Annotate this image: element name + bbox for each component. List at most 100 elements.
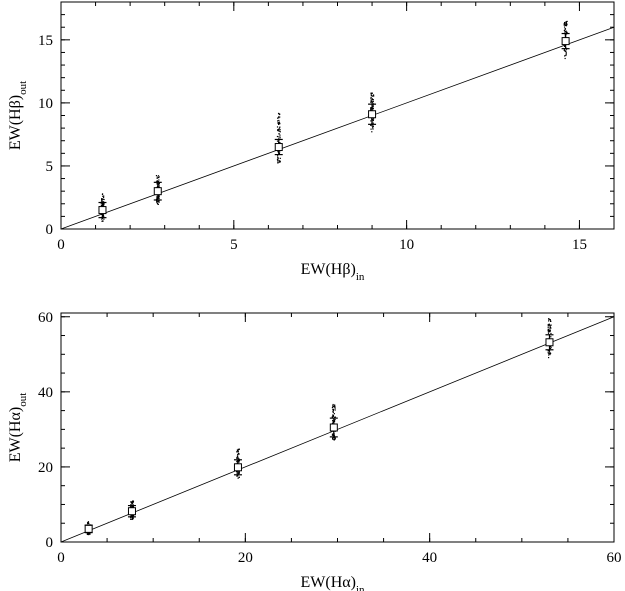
chart1-cloud-dot [235, 470, 238, 473]
chart0-cloud-dot [370, 100, 373, 102]
chart1-cloud-dot [547, 350, 550, 352]
chart0-cloud-dot [370, 97, 372, 99]
chart0-x-axis-label: EW(Hβ)in [301, 261, 365, 283]
chart0-cloud-dot [158, 184, 160, 186]
chart0-cloud-dot [278, 138, 280, 140]
chart1-point-4 [545, 318, 554, 359]
chart0-cloud-dot [277, 122, 279, 124]
chart0-cloud-dot [276, 135, 279, 138]
chart0-cloud-dot [372, 119, 374, 122]
chart0-cloud-dot [563, 26, 566, 28]
chart0-cloud-dot [279, 142, 281, 144]
chart0-cloud-dot [278, 152, 281, 155]
chart1-cloud-dot [548, 328, 550, 331]
chart0-cloud-dot [370, 97, 372, 99]
chart0-cloud-dot [279, 131, 281, 133]
chart0-cloud-dot [372, 118, 375, 120]
chart0-cloud-dot [277, 162, 279, 164]
chart1-cloud-dot [131, 501, 134, 503]
chart0-cloud-dot [101, 200, 103, 202]
chart1-cloud-dot [236, 457, 238, 459]
chart1-marker [329, 423, 338, 432]
chart1-cloud-dot [549, 327, 551, 329]
chart0-cloud-dot [278, 122, 280, 124]
chart0-cloud-dot [278, 130, 280, 132]
chart1-y-tick-label: 60 [38, 310, 53, 326]
chart1-cloud-dot [332, 421, 334, 424]
chart1-cloud-dot [236, 455, 239, 457]
chart0-cloud-dot [103, 216, 105, 218]
chart1-y-tick-label: 0 [46, 535, 54, 551]
chart0-cloud-dot [158, 182, 160, 184]
chart0-cloud-dot [278, 123, 280, 125]
chart1-cloud-dot [131, 503, 133, 505]
chart0-marker [368, 110, 377, 119]
chart0-cloud-dot [156, 203, 159, 205]
chart1-cloud-dot [332, 408, 334, 411]
chart1-cloud-dot [549, 319, 551, 321]
chart1-cloud-dot [550, 324, 552, 327]
chart1-cloud-dot [131, 517, 134, 520]
chart0-y-axis-label: EW(Hβ)out [7, 81, 29, 150]
chart0-cloud-dot [373, 95, 375, 97]
chart0-cloud-dot [565, 53, 567, 55]
chart0-cloud-dot [370, 124, 372, 126]
chart0-cloud-dot [156, 177, 158, 179]
chart1-cloud-dot [332, 414, 334, 417]
chart1-cloud-dot [549, 329, 551, 331]
chart1-cloud-dot [547, 325, 549, 327]
chart0-cloud-dot [372, 127, 374, 129]
chart1-cloud-dot [549, 330, 551, 333]
chart0-cloud-dot [371, 131, 373, 133]
chart1-cloud-dot [548, 320, 550, 322]
chart0-cloud-dot [372, 94, 375, 96]
chart1-cloud-dot [550, 346, 552, 349]
chart0-cloud-dot [371, 98, 373, 100]
chart1-cloud-dot [236, 472, 238, 474]
chart0-x-tick-label: 0 [57, 237, 65, 253]
chart1-cloud-dot [547, 329, 549, 332]
chart0-cloud-dot [370, 120, 372, 122]
chart0-cloud-dot [371, 94, 373, 96]
chart0-cloud-dot [279, 126, 281, 128]
chart1-cloud-dot [237, 457, 239, 459]
chart1-cloud-dot [236, 449, 239, 451]
chart0-cloud-dot [158, 195, 160, 198]
chart0-point-3 [368, 92, 377, 133]
chart1-cloud-dot [332, 420, 334, 422]
chart1-cloud-dot [130, 506, 132, 508]
chart1-cloud-dot [334, 407, 336, 409]
chart0-cloud-dot [102, 203, 104, 206]
chart1-cloud-dot [549, 353, 551, 356]
chart0-cloud-dot [156, 176, 158, 178]
chart0-y-axis-label-main: EW(Hβ) [7, 95, 24, 150]
chart0-point-1 [153, 175, 162, 205]
chart0-y-axis-label-sub: out [17, 81, 29, 95]
chart1-cloud-dot [547, 331, 550, 333]
chart0-cloud-dot [101, 217, 104, 220]
chart0-y-tick-label: 10 [38, 96, 53, 112]
chart0-cloud-dot [371, 98, 373, 101]
chart0-cloud-dot [565, 30, 567, 32]
chart1-cloud-dot [333, 413, 335, 415]
chart1-point-0 [84, 521, 93, 536]
chart1-cloud-dot [334, 416, 336, 418]
chart1-marker [127, 507, 136, 516]
chart1-cloud-dot [132, 505, 134, 507]
chart0-cloud-dot [278, 113, 280, 115]
chart0-cloud-dot [372, 107, 374, 110]
chart1-marker [233, 463, 242, 472]
chart1-y-tick-label: 20 [38, 460, 53, 476]
chart1-cloud-dot [547, 318, 550, 320]
chart0-cloud-dot [279, 123, 281, 125]
chart0-cloud-dot [102, 215, 105, 217]
chart1-cloud-dot [548, 350, 551, 352]
chart1-cloud-dot [548, 324, 550, 326]
chart0-cloud-dot [564, 55, 566, 57]
chart1-cloud-dot [548, 354, 550, 356]
chart0-cloud-dot [564, 30, 566, 33]
chart1-point-3 [329, 403, 338, 441]
chart0-cloud-dot [278, 116, 280, 118]
chart0-cloud-dot [372, 100, 374, 103]
chart1-cloud-dot [238, 471, 240, 473]
